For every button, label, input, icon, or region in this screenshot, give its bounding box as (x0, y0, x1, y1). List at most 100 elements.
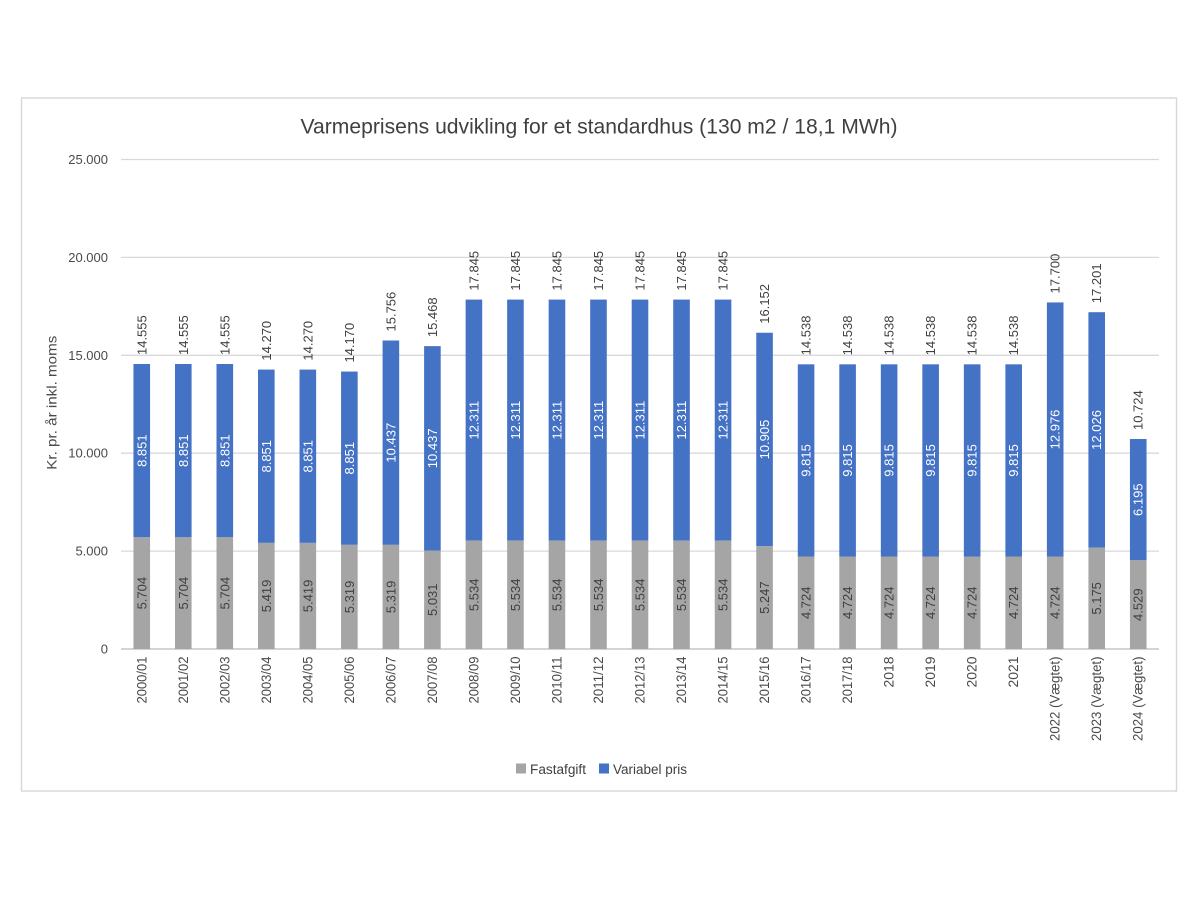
svg-text:10.724: 10.724 (1131, 390, 1146, 430)
svg-text:2001/02: 2001/02 (176, 657, 191, 704)
svg-text:14.555: 14.555 (176, 315, 191, 355)
svg-text:4.724: 4.724 (965, 586, 980, 619)
svg-text:5.534: 5.534 (508, 579, 523, 612)
svg-text:4.724: 4.724 (1006, 586, 1021, 619)
svg-text:14.538: 14.538 (799, 316, 814, 356)
svg-text:8.851: 8.851 (176, 434, 191, 467)
svg-text:6.195: 6.195 (1131, 483, 1146, 516)
svg-text:5.704: 5.704 (176, 577, 191, 610)
svg-text:2019: 2019 (923, 657, 938, 688)
svg-text:12.311: 12.311 (508, 401, 523, 440)
svg-text:8.851: 8.851 (342, 442, 357, 475)
svg-text:8.851: 8.851 (217, 434, 232, 467)
svg-text:0: 0 (101, 642, 108, 657)
svg-text:10.437: 10.437 (425, 428, 440, 468)
svg-text:14.538: 14.538 (965, 316, 980, 356)
svg-text:12.311: 12.311 (466, 401, 481, 440)
svg-text:2013/14: 2013/14 (674, 656, 689, 703)
svg-text:Varmeprisens udvikling for et: Varmeprisens udvikling for et standardhu… (301, 116, 898, 139)
svg-text:9.815: 9.815 (1006, 444, 1021, 477)
svg-text:2018: 2018 (882, 657, 897, 688)
svg-text:5.534: 5.534 (633, 579, 648, 612)
svg-text:5.534: 5.534 (674, 579, 689, 612)
svg-text:2000/01: 2000/01 (134, 657, 149, 704)
svg-text:15.468: 15.468 (425, 297, 440, 337)
svg-text:17.845: 17.845 (508, 251, 523, 291)
svg-text:17.845: 17.845 (674, 251, 689, 291)
svg-text:10.000: 10.000 (68, 446, 108, 461)
svg-text:20.000: 20.000 (68, 250, 108, 265)
svg-text:17.700: 17.700 (1048, 254, 1063, 294)
svg-text:9.815: 9.815 (923, 444, 938, 477)
svg-text:9.815: 9.815 (799, 444, 814, 477)
svg-text:14.538: 14.538 (923, 316, 938, 356)
svg-text:17.845: 17.845 (549, 251, 564, 291)
svg-text:12.026: 12.026 (1089, 410, 1104, 450)
svg-text:4.724: 4.724 (1048, 586, 1063, 619)
svg-text:5.534: 5.534 (549, 579, 564, 612)
svg-text:5.704: 5.704 (217, 577, 232, 610)
svg-text:2015/16: 2015/16 (757, 657, 772, 704)
svg-text:14.538: 14.538 (882, 316, 897, 356)
svg-text:5.419: 5.419 (300, 580, 315, 613)
svg-text:17.201: 17.201 (1089, 263, 1104, 303)
svg-text:8.851: 8.851 (134, 434, 149, 467)
svg-text:8.851: 8.851 (300, 440, 315, 473)
svg-text:14.270: 14.270 (259, 321, 274, 361)
svg-text:5.000: 5.000 (75, 544, 108, 559)
svg-text:10.437: 10.437 (383, 423, 398, 463)
svg-text:17.845: 17.845 (716, 251, 731, 291)
svg-text:5.319: 5.319 (383, 581, 398, 614)
svg-text:Fastafgift: Fastafgift (530, 762, 586, 777)
svg-text:5.247: 5.247 (757, 581, 772, 614)
svg-text:17.845: 17.845 (633, 251, 648, 291)
svg-text:17.845: 17.845 (591, 251, 606, 291)
svg-text:2006/07: 2006/07 (383, 657, 398, 704)
svg-text:2017/18: 2017/18 (840, 657, 855, 704)
svg-text:5.031: 5.031 (425, 583, 440, 616)
svg-text:2003/04: 2003/04 (259, 656, 274, 703)
svg-text:4.724: 4.724 (923, 586, 938, 619)
svg-text:14.270: 14.270 (300, 321, 315, 361)
svg-text:2011/12: 2011/12 (591, 657, 606, 704)
svg-text:5.534: 5.534 (466, 579, 481, 612)
svg-text:2020: 2020 (965, 657, 980, 688)
svg-text:14.170: 14.170 (342, 323, 357, 363)
svg-text:4.724: 4.724 (799, 586, 814, 619)
svg-text:5.704: 5.704 (134, 577, 149, 610)
svg-text:5.419: 5.419 (259, 580, 274, 613)
svg-text:12.311: 12.311 (633, 401, 648, 440)
svg-text:2016/17: 2016/17 (799, 657, 814, 704)
svg-text:2005/06: 2005/06 (342, 657, 357, 704)
svg-text:10.905: 10.905 (757, 420, 772, 460)
svg-text:12.311: 12.311 (591, 401, 606, 440)
svg-text:5.175: 5.175 (1089, 582, 1104, 615)
svg-text:2012/13: 2012/13 (633, 657, 648, 704)
svg-text:12.311: 12.311 (549, 401, 564, 440)
svg-text:15.000: 15.000 (68, 348, 108, 363)
svg-text:Variabel pris: Variabel pris (613, 762, 687, 777)
svg-text:Kr. pr. år inkl. moms: Kr. pr. år inkl. moms (45, 335, 60, 469)
svg-text:16.152: 16.152 (757, 284, 772, 324)
svg-text:14.538: 14.538 (1006, 316, 1021, 356)
svg-text:2022 (Vægtet): 2022 (Vægtet) (1048, 657, 1063, 742)
svg-text:2014/15: 2014/15 (716, 657, 731, 704)
svg-text:5.534: 5.534 (716, 579, 731, 612)
svg-text:14.538: 14.538 (840, 316, 855, 356)
svg-text:2024 (Vægtet): 2024 (Vægtet) (1131, 657, 1146, 742)
svg-text:14.555: 14.555 (134, 315, 149, 355)
svg-text:9.815: 9.815 (840, 444, 855, 477)
svg-text:2021: 2021 (1006, 656, 1021, 687)
svg-text:2008/09: 2008/09 (466, 657, 481, 704)
svg-text:2010/11: 2010/11 (549, 657, 564, 704)
svg-text:2004/05: 2004/05 (300, 657, 315, 704)
svg-text:9.815: 9.815 (965, 444, 980, 477)
svg-text:8.851: 8.851 (259, 440, 274, 473)
svg-text:5.534: 5.534 (591, 579, 606, 612)
svg-text:17.845: 17.845 (466, 251, 481, 291)
svg-text:12.311: 12.311 (716, 401, 731, 440)
svg-text:4.724: 4.724 (840, 586, 855, 619)
svg-text:4.724: 4.724 (882, 586, 897, 619)
svg-text:5.319: 5.319 (342, 581, 357, 614)
svg-text:25.000: 25.000 (68, 152, 108, 167)
